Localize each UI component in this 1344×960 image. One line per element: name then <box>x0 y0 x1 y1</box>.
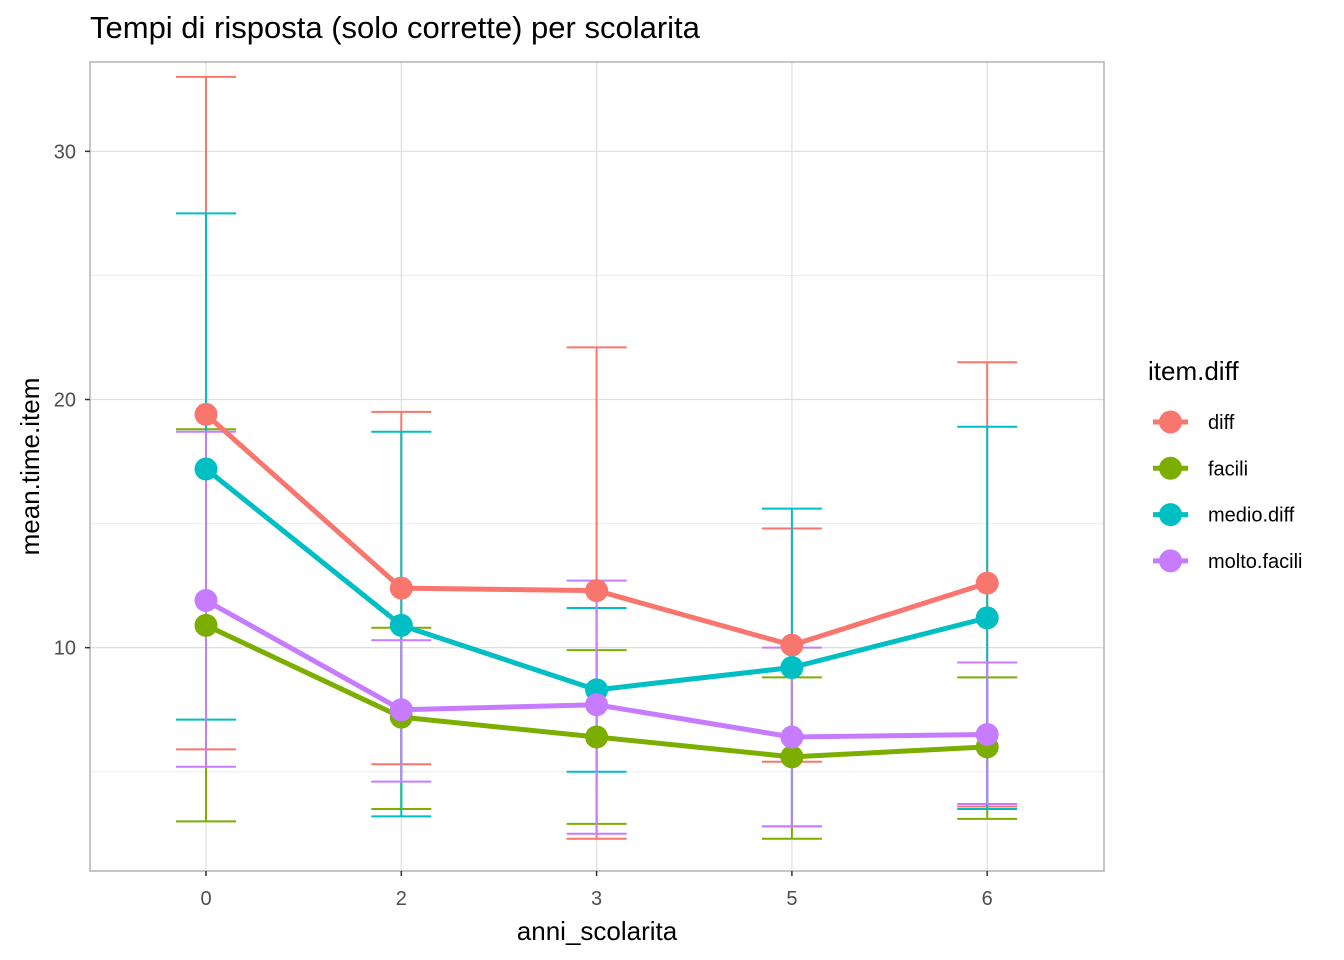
data-point-medio.diff <box>389 613 413 637</box>
legend-key-point-diff <box>1159 410 1182 434</box>
legend-key-point-medio.diff <box>1159 503 1182 527</box>
data-point-medio.diff <box>975 606 999 630</box>
legend-title: item.diff <box>1148 356 1239 386</box>
data-point-diff <box>389 576 413 600</box>
data-point-diff <box>194 402 218 426</box>
data-point-molto.facili <box>975 723 999 747</box>
legend-layer: item.diff diff facili medio.diff molto.facil… <box>1148 356 1302 573</box>
legend-key-point-molto.facili <box>1159 549 1182 573</box>
y-axis-label: mean.time.item <box>15 378 45 556</box>
data-point-facili <box>585 725 609 749</box>
data-point-diff <box>585 579 609 603</box>
data-point-molto.facili <box>780 725 804 749</box>
y-tick-label: 30 <box>54 141 76 163</box>
data-point-facili <box>780 745 804 769</box>
data-point-medio.diff <box>780 656 804 680</box>
x-axis-label: anni_scolarita <box>517 916 678 946</box>
data-point-medio.diff <box>194 457 218 481</box>
x-tick-label: 0 <box>200 888 211 910</box>
x-tick-label: 5 <box>786 888 797 910</box>
data-point-diff <box>780 633 804 657</box>
x-tick-label: 2 <box>396 888 407 910</box>
y-tick-label: 20 <box>54 389 76 411</box>
axis-layer: 10 20 30 0 2 3 5 6 anni_scolarita mean.time.item <box>15 141 993 946</box>
data-point-molto.facili <box>389 698 413 722</box>
data-point-molto.facili <box>585 693 609 717</box>
chart-title: Tempi di risposta (solo corrette) per sc… <box>90 10 700 45</box>
point-layer <box>194 402 999 769</box>
legend-label-molto.facili: molto.facili <box>1208 551 1302 573</box>
legend-key-point-facili <box>1159 456 1182 480</box>
legend-label-medio.diff: medio.diff <box>1208 505 1295 527</box>
legend-label-facili: facili <box>1208 458 1248 480</box>
x-tick-label: 3 <box>591 888 602 910</box>
legend-label-diff: diff <box>1208 412 1235 434</box>
data-point-molto.facili <box>194 589 218 613</box>
x-tick-label: 6 <box>982 888 993 910</box>
data-point-facili <box>194 613 218 637</box>
data-point-diff <box>975 571 999 595</box>
y-tick-label: 10 <box>54 638 76 660</box>
